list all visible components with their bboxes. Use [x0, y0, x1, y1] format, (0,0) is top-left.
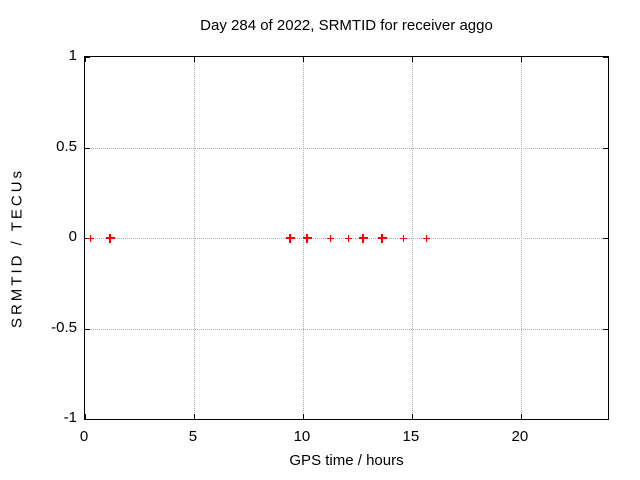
x-tick-mark	[193, 57, 195, 62]
data-point-marker	[422, 234, 430, 242]
y-tick-mark	[603, 238, 608, 239]
plot-area	[84, 56, 609, 420]
data-point-marker	[285, 233, 295, 243]
y-tick-label: 0.5	[56, 137, 77, 155]
y-tick-mark	[603, 147, 608, 149]
data-point-marker	[302, 233, 312, 243]
y-tick-label: -0.5	[51, 318, 77, 336]
gridline-horizontal	[85, 328, 608, 330]
x-axis-label: GPS time / hours	[289, 452, 404, 469]
x-tick-label: 15	[402, 428, 420, 445]
marker-vbar	[425, 234, 427, 242]
marker-vbar	[347, 234, 349, 242]
gridline-horizontal	[85, 147, 608, 149]
data-point-marker	[87, 234, 95, 242]
chart-title: Day 284 of 2022, SRMTID for receiver agg…	[200, 17, 493, 34]
y-tick-mark	[85, 147, 90, 149]
marker-vbar	[306, 233, 309, 243]
data-point-marker	[344, 234, 352, 242]
y-tick-label: 0	[68, 228, 77, 245]
x-tick-label: 0	[79, 428, 89, 445]
marker-vbar	[362, 233, 365, 243]
y-tick-mark	[85, 328, 90, 330]
marker-vbar	[109, 233, 112, 243]
x-tick-label: 20	[511, 428, 529, 445]
x-tick-mark	[302, 57, 304, 62]
marker-vbar	[90, 234, 92, 242]
y-tick-label: 1	[68, 47, 77, 64]
x-tick-mark	[411, 414, 413, 419]
y-tick-mark	[603, 328, 608, 330]
y-tick-label: -1	[63, 409, 77, 426]
x-tick-mark	[85, 57, 86, 62]
x-tick-mark	[520, 57, 522, 62]
x-tick-label: 5	[188, 428, 198, 445]
gridline-horizontal	[85, 238, 608, 239]
marker-vbar	[330, 234, 332, 242]
data-point-marker	[358, 233, 368, 243]
x-tick-mark	[302, 414, 304, 419]
x-tick-mark	[193, 414, 195, 419]
y-tick-mark	[85, 238, 90, 239]
x-tick-mark	[85, 414, 86, 419]
y-tick-mark	[85, 419, 90, 420]
data-point-marker	[377, 233, 387, 243]
x-tick-mark	[520, 414, 522, 419]
y-axis-label: SRMTID / TECUs	[8, 167, 26, 329]
y-tick-mark	[603, 419, 608, 420]
marker-vbar	[402, 234, 404, 242]
data-point-marker	[327, 234, 335, 242]
data-point-marker	[105, 233, 115, 243]
x-tick-label: 10	[293, 428, 311, 445]
data-point-marker	[399, 234, 407, 242]
y-tick-mark	[85, 57, 90, 58]
x-tick-mark	[411, 57, 413, 62]
marker-vbar	[381, 233, 384, 243]
marker-vbar	[289, 233, 292, 243]
y-tick-mark	[603, 57, 608, 58]
